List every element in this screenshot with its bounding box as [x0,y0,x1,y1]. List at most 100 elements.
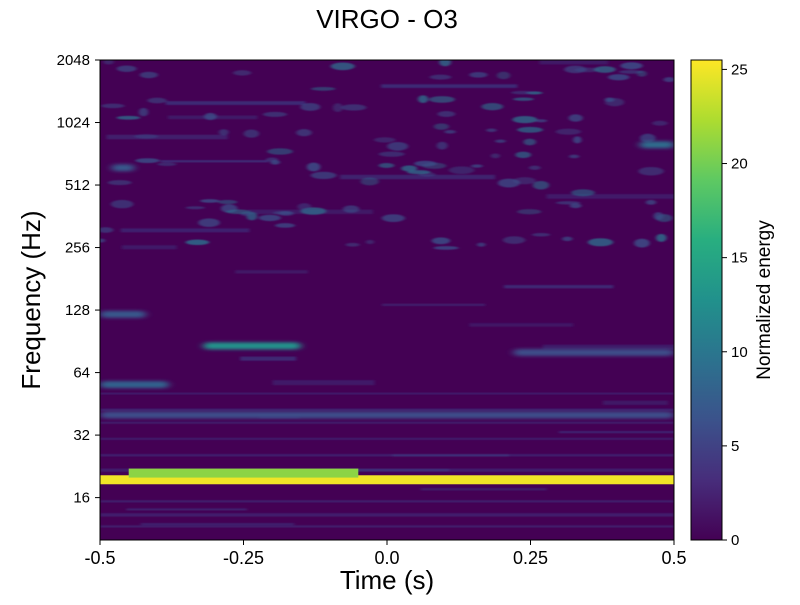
texture-speckle [310,171,337,180]
texture-speckle [433,123,449,130]
texture-line [100,392,674,395]
texture-speckle [634,238,650,248]
texture-speckle [134,134,159,139]
x-axis-label: Time (s) [340,565,434,595]
texture-line [100,513,674,517]
texture-speckle [495,139,506,143]
texture-speckle [569,154,580,159]
texture-band [165,101,306,105]
texture-band [126,508,247,511]
texture-speckle [437,111,456,117]
colorbar-ticks: 0 5 10 15 20 25 [722,61,748,549]
texture-speckle [110,199,134,209]
texture-speckle [147,97,167,104]
y-axis-ticks: 16 32 64 128 256 512 1024 2048 [57,52,100,507]
texture-speckle [532,180,550,190]
texture-speckle [562,236,573,242]
texture-speckle [262,111,287,117]
texture-speckle [476,242,486,247]
texture-band [504,285,614,289]
y-tick-label: 512 [65,177,90,194]
x-axis-ticks: -0.5 -0.25 0.0 0.25 0.5 [84,540,687,568]
x-tick-label: 0.25 [513,548,548,568]
texture-line [100,437,674,440]
chart-title: VIRGO - O3 [316,4,458,34]
x-tick-label: 0.0 [374,548,399,568]
texture-speckle [436,141,448,150]
y-tick-label: 32 [73,427,90,444]
texture-speckle [653,212,664,221]
texture-band [558,431,674,434]
texture-speckle [620,62,643,70]
texture-speckle [429,74,452,80]
texture-line [100,468,674,472]
texture-band [542,344,674,350]
texture-speckle [605,98,625,107]
texture-speckle [523,138,537,146]
texture-speckle [233,70,252,76]
texture-speckle [258,214,281,222]
texture-speckle [204,112,217,121]
texture-speckle [297,203,312,211]
texture-speckle [116,65,137,73]
colorbar-tick-label: 15 [731,250,748,267]
texture-speckle [574,67,600,73]
colorbar-label: Normalized energy [754,220,775,380]
colorbar: 0 5 10 15 20 25 Normalized energy [690,59,775,549]
texture-speckle [401,165,418,172]
x-tick-label: -0.25 [223,548,264,568]
texture-speckle [116,115,141,120]
y-tick-label: 1024 [57,115,90,132]
texture-speckle [656,233,667,242]
texture-speckle [330,62,355,71]
texture-speckle [225,209,251,215]
texture-band [340,174,495,180]
texture-band [546,194,674,199]
texture-speckle [469,71,488,78]
texture-band [140,523,295,526]
texture-speckle [185,206,205,210]
texture-speckle [433,246,459,250]
texture-speckle [341,104,367,111]
texture-speckle [157,162,177,166]
texture-band [120,228,250,233]
texture-line [100,408,674,412]
noise-texture [100,60,674,528]
texture-band [602,400,668,405]
colorbar-tick-label: 0 [731,532,739,549]
texture-speckle [275,223,296,228]
texture-line [100,421,674,424]
texture-speckle [296,129,312,137]
texture-speckle [594,66,616,73]
colorbar-gradient [691,60,722,540]
texture-speckle [496,71,511,80]
texture-band [539,60,608,65]
texture-speckle [502,236,526,244]
texture-speckle [587,238,614,247]
texture-speckle [100,227,114,233]
texture-speckle [444,130,456,134]
texture-speckle [272,211,292,215]
texture-speckle [568,114,583,122]
texture-speckle [200,199,220,203]
texture-speckle [267,148,293,155]
y-tick-label: 16 [73,490,90,507]
texture-speckle [378,163,395,168]
texture-speckle [531,232,551,237]
texture-speckle [663,77,674,83]
texture-band [121,245,177,250]
texture-speckle [311,86,336,91]
colorbar-tick-label: 25 [731,61,748,78]
texture-speckle [300,102,321,111]
y-tick-label: 64 [73,365,90,382]
texture-speckle [448,166,475,174]
texture-speckle [571,189,595,197]
energy-feature [639,141,674,149]
texture-band [420,488,547,491]
texture-band [235,270,308,274]
texture-speckle [652,120,668,126]
texture-speckle [618,70,643,74]
x-tick-label: 0.5 [661,548,686,568]
energy-feature [203,342,301,350]
texture-speckle [645,199,657,205]
